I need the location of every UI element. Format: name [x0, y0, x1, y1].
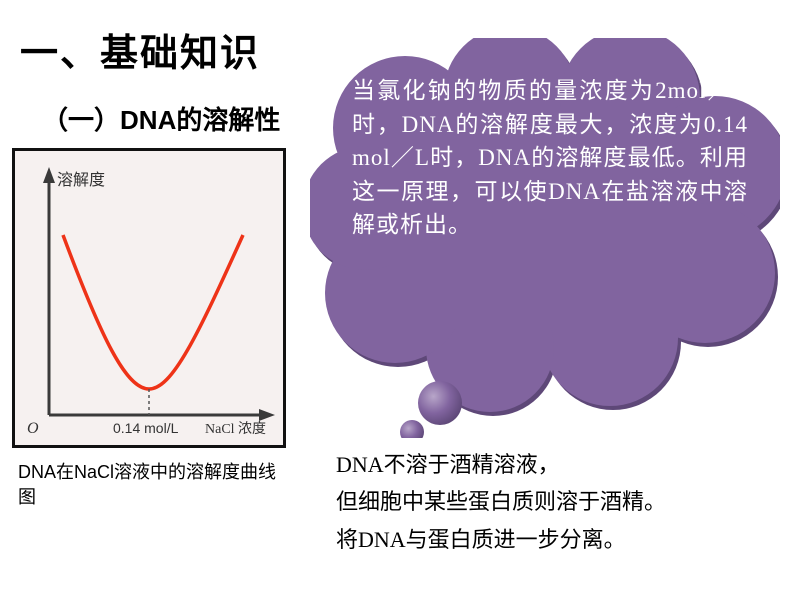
callout-cloud: 当氯化钠的物质的量浓度为2mol／L时，DNA的溶解度最大，浓度为0.14 mo…	[310, 38, 780, 438]
cloud-tail-small	[400, 420, 424, 438]
caption-nacl: NaCl	[74, 462, 114, 482]
subsection-title: （一）DNA的溶解性	[42, 100, 280, 137]
x-axis-label: NaCl 浓度	[205, 421, 266, 437]
y-axis-label: 溶解度	[57, 171, 105, 189]
cloud-text: 当氯化钠的物质的量浓度为2mol／L时，DNA的溶解度最大，浓度为0.14 mo…	[352, 74, 748, 242]
subtitle-suffix: 的溶解性	[176, 105, 280, 135]
subtitle-dna: DNA	[120, 105, 176, 135]
chart-container: 溶解度 0.14 mol/L NaCl 浓度 O	[12, 148, 286, 448]
chart-caption: DNA在NaCl溶液中的溶解度曲线图	[18, 460, 278, 510]
section-title: 一、基础知识	[20, 22, 260, 77]
x-tick-label: 0.14 mol/L	[113, 420, 179, 436]
origin-label: O	[27, 420, 39, 437]
subtitle-prefix: （一）	[42, 105, 120, 135]
bottom-notes: DNA不溶于酒精溶液， 但细胞中某些蛋白质则溶于酒精。 将DNA与蛋白质进一步分…	[336, 446, 666, 558]
x-axis-arrow	[259, 409, 275, 421]
solubility-curve	[63, 235, 243, 389]
cloud-tail-big	[418, 381, 462, 425]
solubility-chart: 溶解度 0.14 mol/L NaCl 浓度 O	[21, 157, 281, 443]
y-axis-arrow	[43, 167, 55, 183]
bottom-line-3: 将DNA与蛋白质进一步分离。	[336, 521, 666, 558]
caption-prefix: DNA在	[18, 462, 74, 482]
bottom-line-2: 但细胞中某些蛋白质则溶于酒精。	[336, 483, 666, 520]
bottom-line-1: DNA不溶于酒精溶液，	[336, 446, 666, 483]
